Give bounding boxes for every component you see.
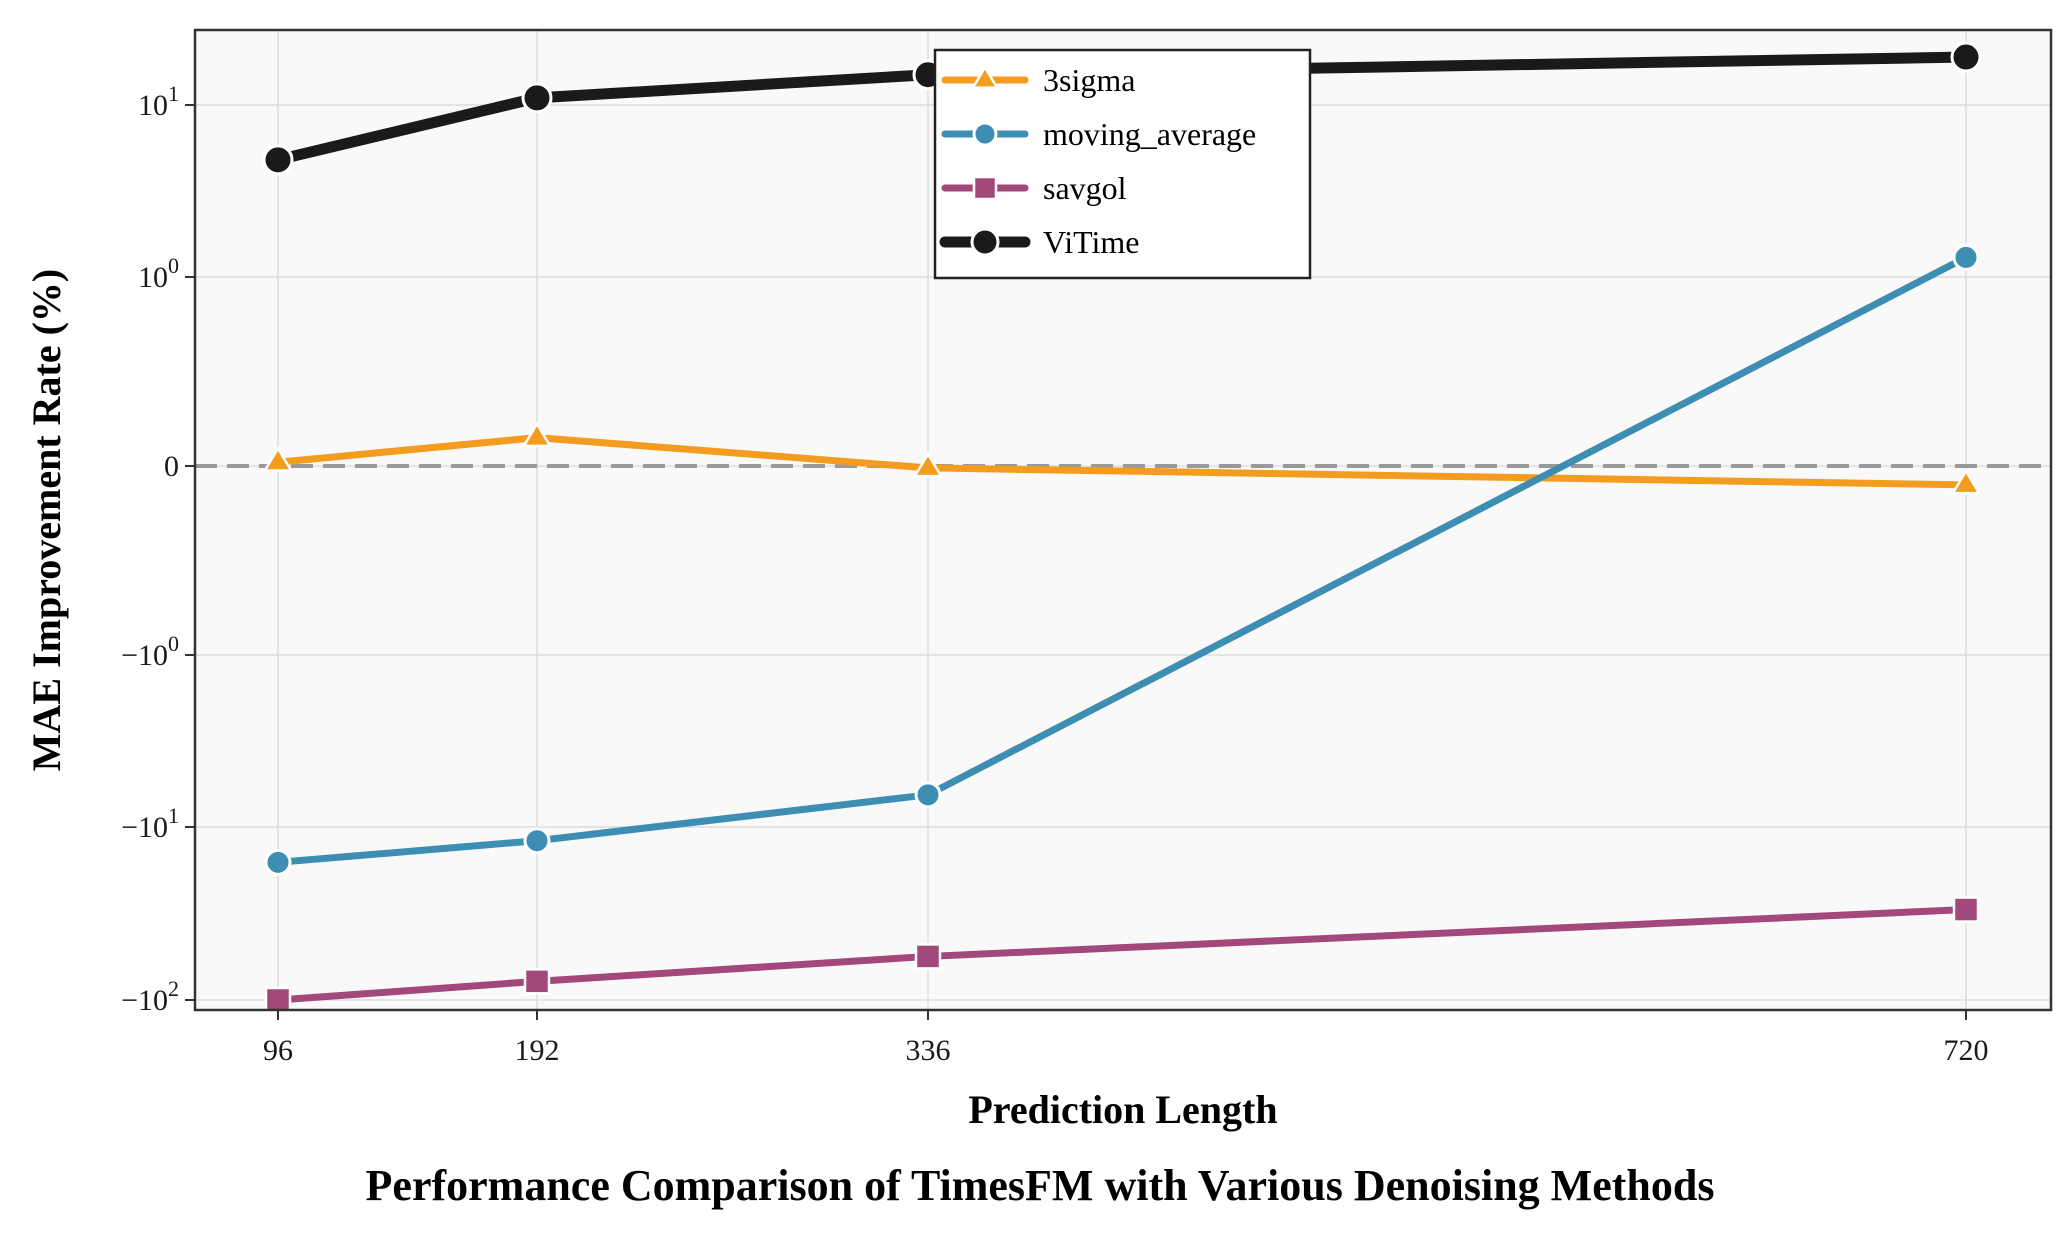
y-tick-label: 0 <box>164 450 179 483</box>
series-group <box>262 41 1982 1014</box>
y-tick-label: −101 <box>121 803 179 844</box>
data-point <box>1952 896 1980 923</box>
series-ViTime <box>262 41 1982 176</box>
legend-marker <box>972 175 998 201</box>
data-point <box>523 968 551 995</box>
data-point <box>523 827 551 855</box>
series-line <box>272 51 1972 166</box>
data-point <box>264 986 292 1014</box>
legend-label: ViTime <box>1043 224 1139 260</box>
data-point <box>914 943 942 970</box>
plot-frame <box>193 28 2053 1012</box>
legend-marker <box>970 64 1000 89</box>
data-point <box>1950 468 1982 495</box>
series-line <box>274 906 1970 1004</box>
ticks: 96 192 336 720 101 100 0 −100 −101 −102 <box>121 81 1988 1067</box>
legend-label: 3sigma <box>1043 62 1135 98</box>
y-axis-label: MAE Improvement Rate (%) <box>24 269 69 771</box>
legend-marker <box>970 227 1000 257</box>
data-point <box>914 781 942 809</box>
series-line <box>274 253 1970 866</box>
data-point <box>264 848 292 876</box>
legend-label: moving_average <box>1043 116 1256 152</box>
x-tick-label: 96 <box>263 1034 293 1067</box>
series-line <box>274 434 1970 489</box>
series-savgol <box>264 896 1980 1014</box>
x-axis-label: Prediction Length <box>968 1087 1277 1132</box>
data-point <box>1952 243 1980 271</box>
x-tick-label: 720 <box>1944 1034 1989 1067</box>
y-tick-label: −100 <box>121 631 179 672</box>
data-point <box>521 82 553 114</box>
data-point <box>262 144 294 176</box>
series-3sigma <box>262 421 1982 495</box>
series-moving-average <box>264 243 1980 876</box>
y-tick-label: 100 <box>138 253 179 294</box>
data-point <box>521 421 553 448</box>
y-tick-label: 101 <box>138 81 179 122</box>
data-point <box>1950 41 1982 73</box>
x-tick-label: 192 <box>515 1034 560 1067</box>
data-point <box>912 451 944 478</box>
data-point <box>262 445 294 472</box>
x-tick-label: 336 <box>906 1034 951 1067</box>
legend-label: savgol <box>1043 170 1127 206</box>
chart-title: Performance Comparison of TimesFM with V… <box>366 1161 1715 1210</box>
legend-marker <box>972 121 998 147</box>
y-tick-label: −102 <box>121 976 179 1017</box>
